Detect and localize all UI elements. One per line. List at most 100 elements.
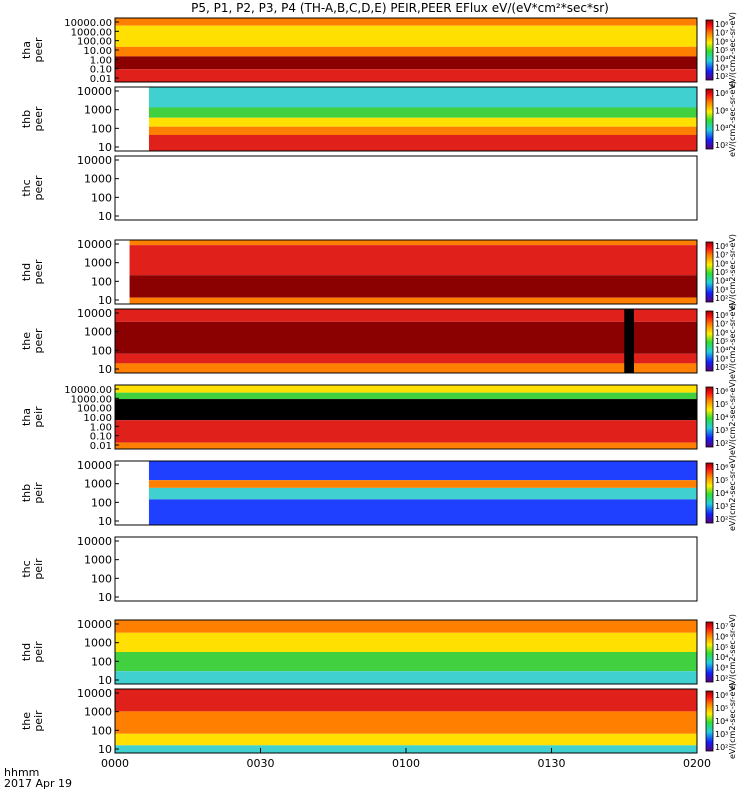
colorbar-label: eV/(cm2-sec-sr-eV) (728, 379, 737, 455)
y-tick-label: 1000 (84, 104, 112, 117)
panel-frame (114, 619, 698, 685)
panel-probe-label: tha (20, 41, 33, 59)
y-tick-label: 10 (98, 591, 112, 604)
colorbar-tick-label: 10⁴ (715, 489, 728, 498)
spectrogram-band (115, 671, 697, 684)
x-axis-label-date: 2017 Apr 19 (4, 777, 72, 790)
colorbar (705, 310, 714, 372)
colorbar (705, 19, 714, 81)
colorbar-label: eV/(cm2-sec-sr-eV) (728, 455, 737, 531)
colorbar-label: eV/(cm2-sec-sr-eV) (728, 683, 737, 759)
y-tick-label: 1000.00 (71, 394, 112, 405)
spectrogram-band (129, 240, 698, 246)
panel-type-label: peir (32, 406, 45, 428)
panel-probe-label: thb (20, 110, 33, 128)
colorbar-tick-label: 10² (715, 439, 728, 448)
spectrogram-band (115, 46, 697, 57)
panel-probe-label: the (20, 712, 33, 730)
colorbar-tick-label: 10⁶ (715, 37, 728, 46)
colorbar-tick-label: 10⁴ (715, 717, 728, 726)
y-tick-label: 1000.00 (71, 27, 112, 38)
y-tick-label: 10000 (77, 307, 112, 320)
colorbar-tick-label: 10³ (715, 502, 728, 511)
x-axis-label-unit: hhmm (4, 766, 39, 779)
y-tick-label: 10000 (77, 535, 112, 548)
y-tick-label: 1.00 (90, 422, 112, 433)
panel-frame (114, 239, 698, 305)
y-tick-label: 100 (91, 496, 112, 509)
spectrogram-band (148, 461, 697, 481)
colorbar-tick-label: 10⁴ (715, 124, 728, 133)
panel-type-label: peir (32, 641, 45, 663)
spectrogram-band (148, 107, 697, 118)
y-tick-label: 10000 (77, 238, 112, 251)
colorbar-tick-label: 10⁸ (715, 311, 728, 320)
spectrogram-band (115, 689, 697, 712)
panel-probe-label: thb (20, 484, 33, 502)
y-tick-label: 10 (98, 674, 112, 687)
spectrogram-band (148, 487, 697, 500)
y-tick-label: 10000.00 (64, 385, 112, 396)
spectrogram-band (115, 733, 697, 746)
spectrogram-band (115, 711, 697, 734)
y-tick-label: 10.00 (83, 413, 112, 424)
y-tick-label: 100 (91, 724, 112, 737)
x-tick-label: 0030 (247, 757, 275, 770)
y-tick-label: 100.00 (77, 37, 112, 48)
y-tick-label: 100 (91, 572, 112, 585)
spectrogram-band (115, 25, 697, 47)
y-tick-label: 1000 (84, 554, 112, 567)
colorbar-tick-label: 10⁴ (715, 413, 728, 422)
x-tick-label: 0130 (538, 757, 566, 770)
spectrogram-band (115, 420, 697, 443)
y-tick-label: 1.00 (90, 55, 112, 66)
x-tick-label: 0100 (392, 757, 420, 770)
y-tick-label: 1000 (84, 173, 112, 186)
colorbar-tick-label: 10² (715, 141, 728, 150)
colorbar-label: eV/(cm2-sec-sr-eV) (728, 614, 737, 690)
y-tick-label: 10 (98, 743, 112, 756)
colorbar-label: eV/(cm2-sec-sr-eV) (728, 12, 737, 88)
colorbar (705, 386, 714, 448)
colorbar-tick-label: 10⁵ (715, 476, 728, 485)
panel-type-label: peir (32, 558, 45, 580)
y-tick-label: 100 (91, 191, 112, 204)
colorbar-label: eV/(cm2-sec-sr-eV) (728, 81, 737, 157)
colorbar-tick-label: 10³ (715, 285, 728, 294)
colorbar (705, 690, 714, 752)
spectrogram-band (148, 480, 697, 488)
spectrogram-band (115, 392, 697, 400)
panel-thb-peer: 10000 1000 100 10 thb peer 10⁸ 10⁶ 10⁴ 10² eV/(cm2… (20, 81, 737, 157)
colorbar-tick-label: 10⁵ (715, 337, 728, 346)
spectrogram-band (115, 69, 697, 82)
panel-type-label: peer (32, 259, 45, 285)
panel-probe-label: thd (20, 263, 33, 281)
x-tick-label: 0200 (683, 757, 711, 770)
y-tick-label: 0.01 (90, 74, 112, 85)
colorbar-tick-label: 10² (715, 72, 728, 81)
colorbar-tick-label: 10³ (715, 354, 728, 363)
colorbar-tick-label: 10⁷ (715, 320, 728, 329)
panel-the-peer: 10000 1000 100 10 the peer 10⁸10⁷10⁶10⁵10⁴10³1… (20, 303, 737, 379)
colorbar-tick-label: 10⁷ (715, 251, 728, 260)
spectrogram-band (148, 135, 697, 151)
colorbar-tick-label: 10² (715, 363, 728, 372)
spectrogram-band (115, 399, 697, 421)
colorbar-tick-label: 10⁶ (715, 463, 728, 472)
spectrogram-band (148, 87, 697, 108)
y-tick-label: 1000 (84, 257, 112, 270)
y-tick-label: 10 (98, 210, 112, 223)
spectrogram-band (129, 275, 698, 298)
y-tick-label: 10 (98, 141, 112, 154)
panel-frame (114, 155, 698, 221)
panel-probe-label: tha (20, 408, 33, 426)
panel-frame (114, 308, 698, 374)
spectrogram-band (115, 442, 697, 449)
y-tick-label: 100 (91, 122, 112, 135)
colorbar-tick-label: 10⁵ (715, 704, 728, 713)
spectrogram-band (129, 297, 698, 304)
spectrogram-band (148, 126, 697, 135)
spectrogram-band (115, 363, 697, 373)
